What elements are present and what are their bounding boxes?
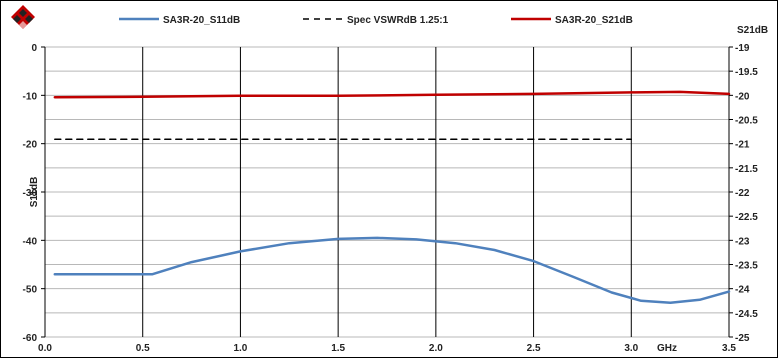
y2-tick-label: -22 <box>735 188 750 199</box>
legend: SA3R-20_S11dB Spec VSWRdB 1.25:1 SA3R-20_S… <box>119 15 633 26</box>
legend-label-1: SA3R-20_S11dB <box>163 15 240 26</box>
y2-tick-label: -24.5 <box>735 309 758 320</box>
y2-tick-label: -21 <box>735 140 750 151</box>
x-axis-title: GHz <box>657 343 677 354</box>
y2-tick-label: -20.5 <box>735 116 758 127</box>
y-tick-label: -20 <box>23 140 38 151</box>
x-tick-label: 3.0 <box>624 343 638 354</box>
y2-tick-label: -25 <box>735 333 750 344</box>
y2-tick-label: -21.5 <box>735 164 758 175</box>
x-tick-label: 2.0 <box>429 343 443 354</box>
y-axis-title: S11dB <box>29 177 40 208</box>
y2-tick-label: -20 <box>735 91 750 102</box>
x-tick-label: 1.5 <box>331 343 345 354</box>
x-tick-label: 2.5 <box>527 343 541 354</box>
y2-tick-label: -19.5 <box>735 67 758 78</box>
series-line-3 <box>53 90 731 99</box>
y-tick-label: -30 <box>23 188 38 199</box>
legend-label-3: SA3R-20_S21dB <box>555 15 633 26</box>
y-tick-label: -40 <box>23 236 38 247</box>
grid <box>44 46 730 338</box>
axes: 0 -10 -20 -30 -40 -50 -60 -19 -19.5 -20 -20.5 -21 -2… <box>23 25 769 354</box>
y2-axis-title: S21dB <box>737 25 768 36</box>
series-line-1 <box>53 236 731 304</box>
y-tick-label: -60 <box>23 333 38 344</box>
y-tick-label: -50 <box>23 285 38 296</box>
x-tick-label: 0.5 <box>136 343 150 354</box>
company-logo <box>11 5 35 29</box>
legend-label-2: Spec VSWRdB 1.25:1 <box>347 15 449 26</box>
y-tick-label: -10 <box>23 91 38 102</box>
x-tick-label: 3.5 <box>722 343 736 354</box>
y-tick-label: 0 <box>31 43 37 54</box>
y2-tick-label: -19 <box>735 43 750 54</box>
x-tick-label: 0.0 <box>38 343 52 354</box>
y2-tick-label: -23 <box>735 236 750 247</box>
y2-tick-label: -24 <box>735 285 750 296</box>
y2-tick-label: -22.5 <box>735 212 758 223</box>
y2-tick-label: -23.5 <box>735 261 758 272</box>
x-tick-label: 1.0 <box>233 343 247 354</box>
series-group <box>53 90 731 304</box>
